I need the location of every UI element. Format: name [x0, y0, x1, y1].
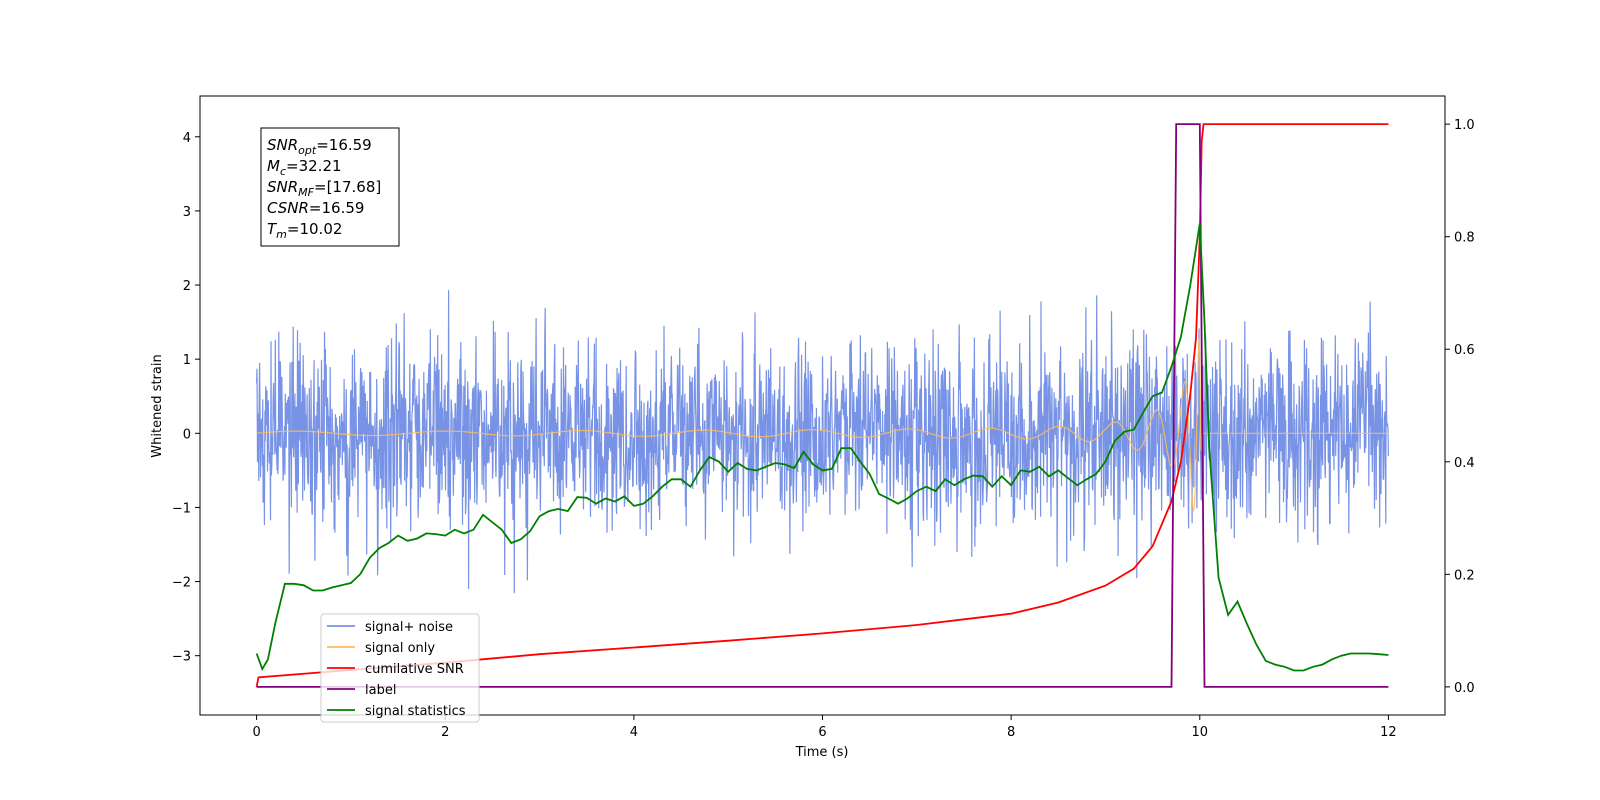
legend-entry: signal only: [365, 641, 435, 656]
cumulative-snr-line: [255, 123, 1389, 688]
signal-noise-line: [256, 290, 1389, 594]
x-tick-label: 2: [441, 725, 449, 740]
y-right-tick-label: 0.2: [1454, 568, 1475, 583]
y-tick-label: 2: [183, 279, 191, 294]
x-tick-label: 12: [1380, 725, 1397, 740]
x-tick-label: 8: [1007, 725, 1015, 740]
annotation-line: SNRMF=[17.68]: [267, 178, 381, 199]
x-axis-label: Time (s): [795, 745, 849, 760]
y-tick-label: 4: [183, 131, 191, 146]
series-label: [256, 123, 1389, 688]
x-tick-label: 6: [818, 725, 826, 740]
x-tick-label: 4: [630, 725, 638, 740]
y-axis-label: Whitened strain: [150, 354, 165, 457]
y-tick-label: −1: [172, 501, 191, 516]
legend-entry: cumilative SNR: [365, 662, 464, 677]
annotation-frame: [260, 127, 400, 247]
annotation-line: SNRopt=16.59: [267, 136, 372, 157]
x-tick-label: 0: [252, 725, 260, 740]
legend: signal+ noise signal only cumilative SNR la…: [320, 613, 480, 723]
signal-statistics-line: [255, 223, 1389, 672]
y-tick-label: 0: [183, 427, 191, 442]
series-signal-statistics: [255, 223, 1389, 672]
legend-entry: signal statistics: [365, 704, 466, 719]
signal-only-line: [256, 339, 1389, 512]
legend-entry: signal+ noise: [365, 620, 453, 635]
annotation-line: Mc=32.21: [267, 157, 342, 178]
x-tick-label: 10: [1191, 725, 1208, 740]
legend-frame: [320, 613, 480, 723]
series-cumulative-snr: [255, 123, 1389, 688]
y-tick-label: 1: [183, 353, 191, 368]
y-tick-label: −3: [172, 650, 191, 665]
label-line: [256, 123, 1389, 688]
y-right-tick-label: 0.0: [1454, 681, 1475, 696]
y-right-tick-label: 0.4: [1454, 456, 1475, 471]
annotation-line: CSNR=16.59: [267, 199, 364, 217]
y-right-tick-label: 1.0: [1454, 118, 1475, 133]
y-right-tick-label: 0.6: [1454, 343, 1475, 358]
y-axis-right: 0.0 0.2 0.4 0.6 0.8 1.0: [1445, 118, 1475, 696]
y-axis-left: −3 −2 −1 0 1 2 3 4: [172, 131, 200, 665]
y-tick-label: −2: [172, 576, 191, 591]
series-signal-noise: [256, 290, 1389, 594]
annotation-box: SNRopt=16.59Mc=32.21SNRMF=[17.68]CSNR=16…: [260, 127, 400, 247]
series-signal-only: [256, 339, 1389, 512]
x-axis: 0 2 4 6 8 10 12: [252, 715, 1397, 740]
annotation-line: Tm=10.02: [267, 220, 342, 241]
y-tick-label: 3: [183, 205, 191, 220]
y-right-tick-label: 0.8: [1454, 231, 1475, 246]
legend-entry: label: [365, 683, 396, 698]
